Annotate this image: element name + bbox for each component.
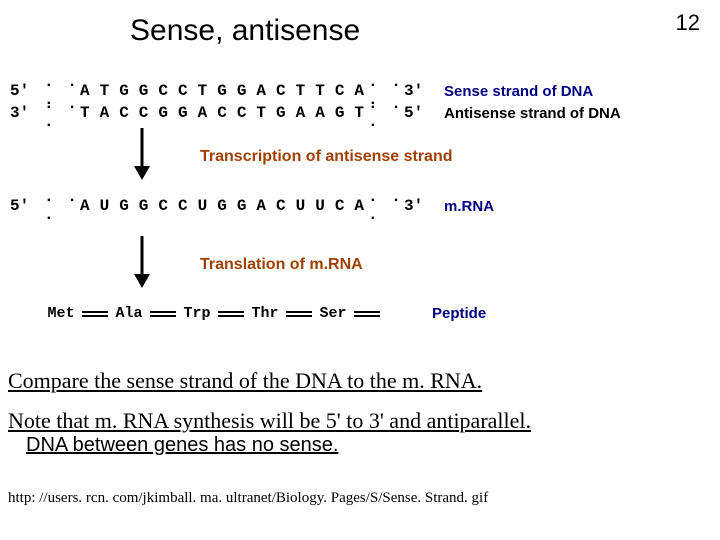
amino-acid: Ala — [110, 305, 148, 322]
source-url: http: //users. rcn. com/jkimball. ma. ul… — [8, 490, 488, 507]
peptide-bond-icon — [148, 309, 178, 319]
dots-right: . . . — [368, 95, 404, 131]
sense-strand-row: 5' . . . ATGGCCTGGACTTCA . . . 3' Sense … — [10, 80, 710, 102]
note-line-1: Note that m. RNA synthesis will be 5' to… — [8, 408, 712, 434]
dots-left: . . . — [44, 95, 80, 131]
antisense-strand-row: 3' . . . TACCGGACCTGAAGT . . . 5' Antise… — [10, 102, 710, 124]
peptide-row-block: Met Ala Trp Thr Ser Peptide — [42, 305, 710, 322]
note-block: Note that m. RNA synthesis will be 5' to… — [8, 408, 712, 457]
amino-acid: Thr — [246, 305, 284, 322]
dots-right: . . . — [368, 188, 404, 224]
mrna-3prime: 3' — [404, 197, 432, 215]
page-title: Sense, antisense — [130, 14, 360, 48]
sense-strand-label: Sense strand of DNA — [444, 83, 593, 100]
antisense-strand-label: Antisense strand of DNA — [444, 105, 621, 122]
translation-label: Translation of m.RNA — [200, 256, 363, 274]
arrow-down-icon — [130, 236, 154, 288]
peptide-row: Met Ala Trp Thr Ser Peptide — [42, 305, 710, 322]
peptide-bond-icon — [284, 309, 314, 319]
amino-acid: Ser — [314, 305, 352, 322]
sense-bases: ATGGCCTGGACTTCA — [80, 82, 374, 100]
mrna-row-block: 5' . . . AUGGCCUGGACUUCA . . . 3' m.RNA — [10, 195, 710, 217]
mrna-5prime: 5' — [10, 197, 44, 215]
sense-3prime: 3' — [404, 82, 432, 100]
sense-5prime: 5' — [10, 82, 44, 100]
transcription-label: Transcription of antisense strand — [200, 148, 453, 166]
dots-left: . . . — [44, 188, 80, 224]
mrna-label: m.RNA — [444, 198, 494, 215]
amino-acid: Met — [42, 305, 80, 322]
amino-acid: Trp — [178, 305, 216, 322]
peptide-bond-icon — [216, 309, 246, 319]
antisense-3prime: 3' — [10, 104, 44, 122]
antisense-bases: TACCGGACCTGAAGT — [80, 104, 374, 122]
dna-strands: 5' . . . ATGGCCTGGACTTCA . . . 3' Sense … — [10, 80, 710, 124]
page-number: 12 — [676, 10, 700, 36]
peptide-label: Peptide — [432, 305, 486, 322]
compare-text: Compare the sense strand of the DNA to t… — [8, 368, 482, 394]
peptide-bond-icon — [80, 309, 110, 319]
mrna-bases: AUGGCCUGGACUUCA — [80, 197, 374, 215]
peptide-bond-icon — [352, 309, 382, 319]
arrow-down-icon — [130, 128, 154, 180]
mrna-row: 5' . . . AUGGCCUGGACUUCA . . . 3' m.RNA — [10, 195, 710, 217]
note-line-2: DNA between genes has no sense. — [26, 434, 712, 457]
antisense-5prime: 5' — [404, 104, 432, 122]
